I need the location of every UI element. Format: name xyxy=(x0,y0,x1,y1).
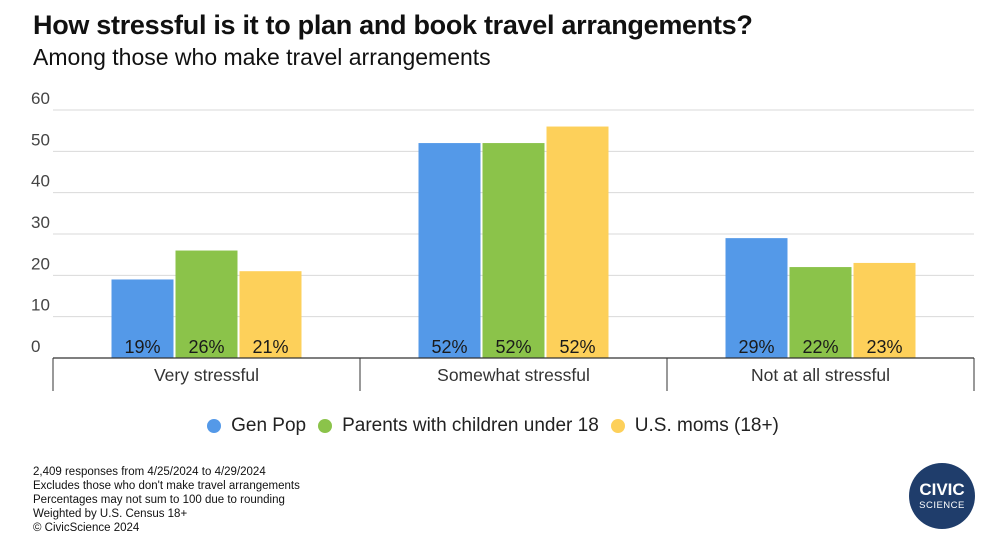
legend-item-parents: Parents with children under 18 xyxy=(318,415,599,437)
bar xyxy=(482,143,545,358)
y-tick-label: 10 xyxy=(31,296,50,315)
bar xyxy=(239,271,302,358)
legend-swatch-gen-pop xyxy=(207,419,222,433)
x-category-label: Not at all stressful xyxy=(751,365,890,385)
chart-subtitle: Among those who make travel arrangements xyxy=(33,44,491,70)
logo-line-civic: CIVIC xyxy=(919,480,964,499)
legend-label-parents: Parents with children under 18 xyxy=(342,415,599,436)
legend-item-gen-pop: Gen Pop xyxy=(207,415,306,437)
y-tick-label: 40 xyxy=(31,172,50,191)
footnote-excludes: Excludes those who don't make travel arr… xyxy=(33,480,300,492)
legend-label-moms: U.S. moms (18+) xyxy=(634,415,779,436)
bar xyxy=(725,238,788,358)
legend-swatch-parents xyxy=(318,419,333,433)
bar-data-label: 19% xyxy=(124,337,160,357)
footnote-rounding: Percentages may not sum to 100 due to ro… xyxy=(33,494,285,506)
bar xyxy=(418,143,481,358)
bar-data-label: 52% xyxy=(559,337,595,357)
bar-data-label: 26% xyxy=(188,337,224,357)
logo-line-science: SCIENCE xyxy=(919,500,965,511)
legend-swatch-moms xyxy=(610,419,625,433)
footnote-responses: 2,409 responses from 4/25/2024 to 4/29/2… xyxy=(33,466,266,478)
bar xyxy=(853,262,916,358)
bar-chart: 0 10 20 30 40 50 60 19% 26% 21% Very stressful 52% 5… xyxy=(31,89,975,391)
bar-data-label: 29% xyxy=(738,337,774,357)
y-tick-label: 60 xyxy=(31,89,50,108)
bar xyxy=(546,126,609,359)
bar xyxy=(175,250,238,358)
y-tick-label: 0 xyxy=(31,337,40,356)
civicscience-logo: CIVIC SCIENCE xyxy=(909,463,975,529)
x-category-label: Somewhat stressful xyxy=(437,365,590,385)
footnote-weighting: Weighted by U.S. Census 18+ xyxy=(33,508,188,520)
y-tick-label: 50 xyxy=(31,130,50,149)
legend-label-gen-pop: Gen Pop xyxy=(231,415,307,436)
bar-data-label: 22% xyxy=(802,337,838,357)
chart-legend: Gen Pop Parents with children under 18 U… xyxy=(0,415,986,437)
legend-item-moms: U.S. moms (18+) xyxy=(610,415,779,437)
bar-data-label: 52% xyxy=(495,337,531,357)
footnotes: 2,409 responses from 4/25/2024 to 4/29/2… xyxy=(33,465,300,535)
y-tick-label: 30 xyxy=(31,213,50,232)
bar-data-label: 21% xyxy=(252,337,288,357)
bar xyxy=(789,267,852,358)
footnote-copyright: © CivicScience 2024 xyxy=(33,522,140,534)
bar-data-label: 23% xyxy=(866,337,902,357)
y-tick-label: 20 xyxy=(31,254,50,273)
bar-data-label: 52% xyxy=(431,337,467,357)
chart-title: How stressful is it to plan and book tra… xyxy=(33,10,753,40)
bar xyxy=(111,279,174,358)
x-category-label: Very stressful xyxy=(154,365,259,385)
